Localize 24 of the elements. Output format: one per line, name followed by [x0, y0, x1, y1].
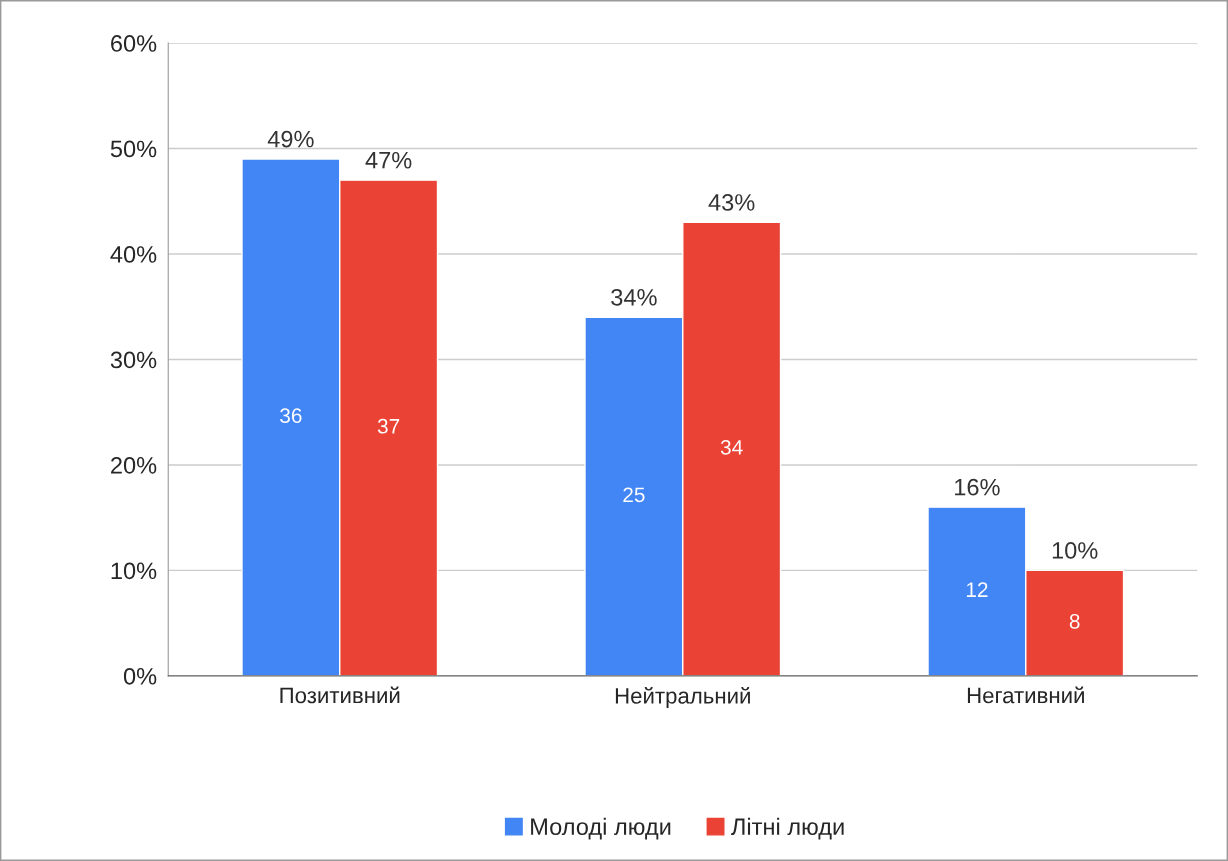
annotation: 12 [966, 582, 988, 597]
legend-label: Літні люди [731, 817, 844, 840]
x-tick-label: Нейтральний [615, 687, 750, 709]
y-tick-label: 0% [123, 667, 157, 685]
data-label: 47% [365, 151, 412, 169]
y-tick-label: 30% [110, 351, 157, 369]
y-tick-label: 60% [111, 35, 157, 52]
x-tick-label: Негативний [967, 686, 1084, 704]
data-label: 34% [611, 288, 657, 306]
x-tick-label: Позитивний [280, 686, 400, 704]
annotation: 37 [377, 418, 400, 434]
annotation: 25 [623, 487, 645, 503]
data-label: 49% [267, 130, 314, 148]
y-tick-label: 10% [111, 562, 157, 580]
data-label: 16% [955, 478, 1000, 496]
annotation: 34 [720, 439, 743, 455]
annotation: 8 [1069, 613, 1080, 629]
data-label: 10% [1052, 542, 1098, 559]
y-tick-label: 20% [111, 457, 157, 474]
y-tick-label: 40% [110, 246, 157, 263]
data-label: 43% [708, 194, 755, 211]
annotation: 36 [280, 408, 302, 424]
y-tick-label: 50% [110, 140, 157, 158]
legend-label: Молоді люди [531, 817, 671, 840]
